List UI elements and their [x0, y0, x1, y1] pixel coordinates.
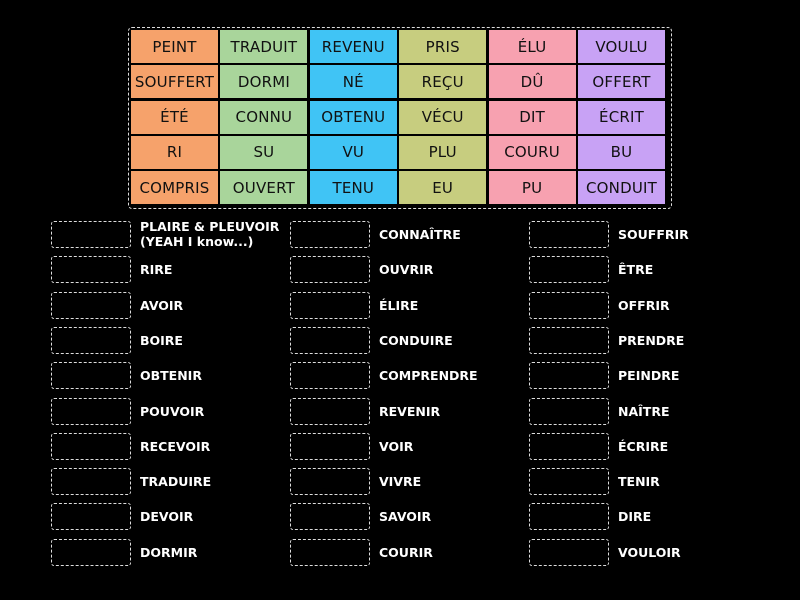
verb-clue-label: DEVOIR [140, 509, 194, 525]
answer-drop-slot[interactable] [51, 468, 131, 496]
answer-drop-slot[interactable] [51, 538, 131, 566]
word-tile[interactable]: NÉ [309, 65, 397, 99]
verb-clue-label: COMPRENDRE [379, 368, 478, 384]
verb-clue-label: TRADUIRE [140, 474, 212, 490]
word-tile[interactable]: RI [131, 135, 218, 169]
verb-clue-label: REVENIR [379, 403, 441, 419]
verb-clue-label: POUVOIR [140, 403, 205, 419]
word-tile[interactable]: OBTENU [309, 100, 397, 134]
verb-clue-label: VOULOIR [618, 544, 681, 560]
word-tile[interactable]: VOULU [578, 30, 665, 63]
word-tile[interactable]: VU [309, 135, 397, 169]
verb-clue-label: OFFRIR [618, 297, 670, 313]
answer-drop-slot[interactable] [290, 291, 370, 319]
word-tile[interactable]: ÉLU [488, 30, 576, 63]
answer-drop-slot[interactable] [290, 432, 370, 460]
word-tile[interactable]: REVENU [309, 30, 397, 63]
word-tile[interactable]: OFFERT [578, 65, 665, 99]
word-tile[interactable]: PLU [399, 135, 487, 169]
answer-drop-slot[interactable] [51, 503, 131, 531]
verb-clue-label: RIRE [140, 262, 173, 278]
answer-drop-slot[interactable] [529, 326, 609, 354]
answer-drop-slot[interactable] [529, 432, 609, 460]
word-tile[interactable]: DÛ [488, 65, 576, 99]
verb-clue-label: OUVRIR [379, 262, 434, 278]
word-tile[interactable]: SOUFFERT [131, 65, 218, 99]
word-tile[interactable]: TENU [309, 171, 397, 205]
word-tile[interactable]: PRIS [399, 30, 487, 63]
answer-drop-slot[interactable] [290, 256, 370, 284]
verb-clue-label: OBTENIR [140, 368, 202, 384]
word-tile[interactable]: DORMI [220, 65, 308, 99]
word-tile[interactable]: EU [399, 171, 487, 205]
word-tile[interactable]: COURU [488, 135, 576, 169]
word-tile[interactable]: PU [488, 171, 576, 205]
answer-drop-slot[interactable] [529, 256, 609, 284]
answer-drop-slot[interactable] [51, 291, 131, 319]
word-tile[interactable]: COMPRIS [131, 171, 218, 205]
answer-drop-slot[interactable] [51, 397, 131, 425]
word-tile[interactable]: REÇU [399, 65, 487, 99]
answer-drop-slot[interactable] [51, 256, 131, 284]
answer-drop-slot[interactable] [290, 362, 370, 390]
verb-clue-label: DORMIR [140, 544, 198, 560]
verb-clue-label: ÊTRE [618, 262, 654, 278]
answer-drop-slot[interactable] [51, 432, 131, 460]
answer-drop-slot[interactable] [529, 291, 609, 319]
answer-drop-slot[interactable] [290, 221, 370, 248]
answer-drop-slot[interactable] [529, 397, 609, 425]
verb-clue-label: BOIRE [140, 332, 183, 348]
verb-clue-label: PLAIRE & PLEUVOIR (YEAH I know...) [140, 219, 280, 249]
answer-drop-slot[interactable] [290, 468, 370, 496]
answer-drop-slot[interactable] [290, 397, 370, 425]
word-tile[interactable]: CONNU [220, 100, 308, 134]
answer-drop-slot[interactable] [51, 326, 131, 354]
verb-clue-label: AVOIR [140, 297, 184, 313]
verb-clue-label: SAVOIR [379, 509, 432, 525]
answer-drop-slot[interactable] [529, 538, 609, 566]
verb-clue-label: PRENDRE [618, 332, 685, 348]
answer-drop-slot[interactable] [51, 362, 131, 390]
answer-drop-slot[interactable] [529, 468, 609, 496]
word-tile[interactable]: VÉCU [399, 100, 487, 134]
verb-clue-label: VOIR [379, 438, 414, 454]
word-tile[interactable]: ÉCRIT [578, 100, 665, 134]
word-tile[interactable]: ÉTÉ [131, 100, 218, 134]
answer-drop-slot[interactable] [290, 538, 370, 566]
verb-clue-label: DIRE [618, 509, 652, 525]
verb-clue-label: COURIR [379, 544, 433, 560]
verb-clue-label: SOUFFRIR [618, 227, 689, 242]
answer-drop-slot[interactable] [529, 221, 609, 248]
verb-clue-label: RECEVOIR [140, 438, 211, 454]
word-tile[interactable]: CONDUIT [578, 171, 665, 205]
verb-clue-label: ÉCRIRE [618, 438, 669, 454]
verb-clue-label: TENIR [618, 474, 660, 490]
verb-clue-label: NAÎTRE [618, 403, 670, 419]
answer-drop-slot[interactable] [290, 326, 370, 354]
verb-clue-label: ÉLIRE [379, 297, 419, 313]
verb-clue-label: CONNAÎTRE [379, 227, 461, 242]
word-tile[interactable]: BU [578, 135, 665, 169]
word-tile[interactable]: SU [220, 135, 308, 169]
word-tile[interactable]: PEINT [131, 30, 218, 63]
word-tile[interactable]: DIT [488, 100, 576, 134]
word-tile[interactable]: OUVERT [220, 171, 308, 205]
answer-drop-slot[interactable] [290, 503, 370, 531]
word-tile[interactable]: TRADUIT [220, 30, 308, 63]
answer-drop-slot[interactable] [51, 221, 131, 248]
tile-bank: PEINT TRADUIT REVENU PRIS ÉLU VOULU SOUFFERT DO… [128, 27, 672, 209]
verb-clue-label: VIVRE [379, 474, 422, 490]
verb-clue-label: PEINDRE [618, 368, 680, 384]
answer-drop-slot[interactable] [529, 362, 609, 390]
verb-clue-label: CONDUIRE [379, 332, 453, 348]
answer-drop-slot[interactable] [529, 503, 609, 531]
